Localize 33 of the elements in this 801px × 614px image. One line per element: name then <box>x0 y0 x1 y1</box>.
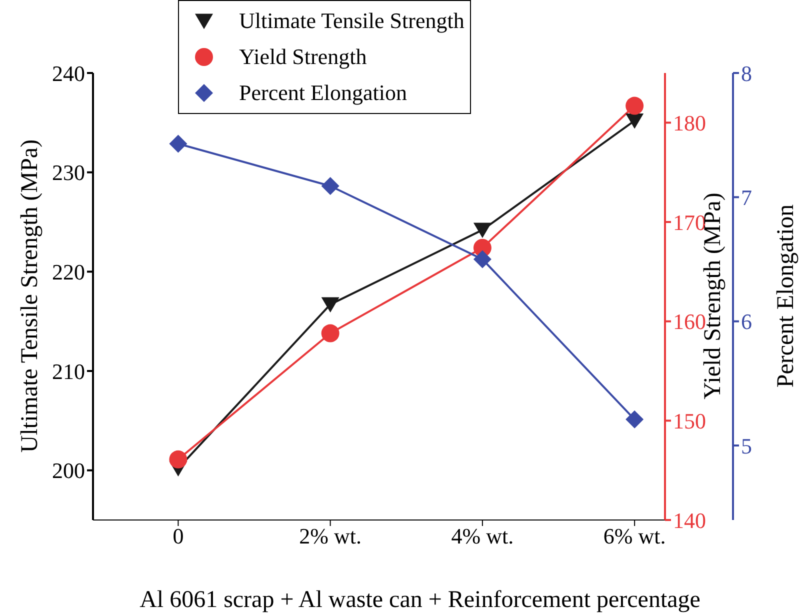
point <box>321 176 340 195</box>
point <box>626 96 644 115</box>
y3-axis-title: Percent Elongation <box>773 204 799 388</box>
y-tick-label: 230 <box>52 160 85 186</box>
y3-tick-label: 5 <box>741 433 752 458</box>
y-tick-label: 200 <box>52 458 85 484</box>
x-tick-label: 4% wt. <box>451 524 514 549</box>
x-tick-label: 2% wt. <box>299 524 362 549</box>
legend-label: Percent Elongation <box>239 79 408 107</box>
point <box>473 222 492 238</box>
y3-tick-label: 6 <box>741 309 752 334</box>
legend-label: Ultimate Tensile Strength <box>239 7 464 35</box>
point <box>169 450 188 468</box>
point <box>321 324 340 342</box>
y-axis-title: Ultimate Tensile Strength (MPa) <box>17 139 43 453</box>
y-tick-label: 240 <box>52 60 85 86</box>
y2-tick-label: 140 <box>673 508 706 533</box>
y-tick-label: 220 <box>52 259 85 284</box>
y3-tick-label: 7 <box>741 184 752 210</box>
x-tick-label: 0 <box>172 524 184 549</box>
legend-label: Yield Strength <box>239 43 367 71</box>
x-tick-label: 6% wt. <box>603 524 666 549</box>
point <box>169 134 188 153</box>
y2-tick-label: 180 <box>673 110 706 136</box>
y-tick-label: 210 <box>52 358 85 384</box>
point <box>626 410 644 428</box>
y2-tick-label: 150 <box>673 408 706 434</box>
point <box>321 297 340 313</box>
y2-tick-label: 170 <box>673 210 706 235</box>
x-axis-title: Al 6061 scrap + Al waste can + Reinforcement percentage <box>140 587 700 613</box>
y3-tick-label: 8 <box>741 60 752 86</box>
point <box>473 250 492 268</box>
point <box>626 113 644 129</box>
